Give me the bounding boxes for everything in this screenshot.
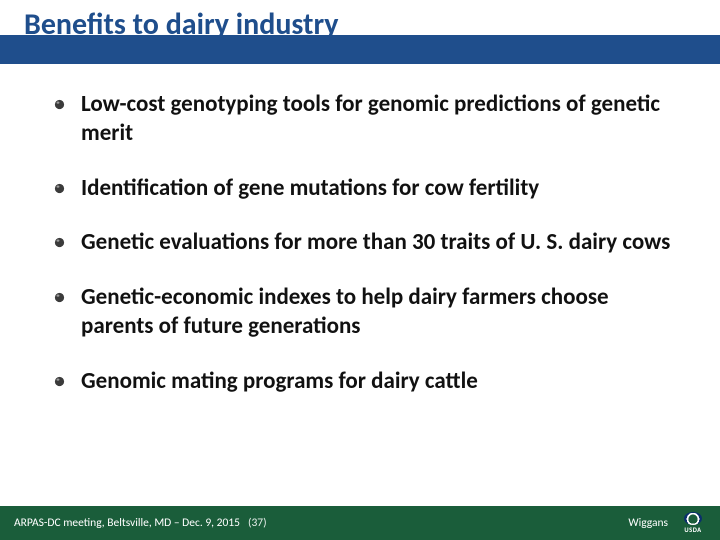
bullet-text: Genomic mating programs for dairy cattle — [81, 367, 478, 396]
footer-right: Wiggans USDA — [628, 512, 710, 534]
footer-author: Wiggans — [628, 516, 668, 530]
bullet-icon — [54, 237, 65, 248]
bullet-list: Low-cost genotyping tools for genomic pr… — [54, 90, 680, 395]
content-area: Low-cost genotyping tools for genomic pr… — [0, 64, 720, 506]
list-item: Genetic evaluations for more than 30 tra… — [54, 228, 680, 257]
bullet-text: Genetic evaluations for more than 30 tra… — [81, 228, 670, 257]
bullet-text: Genetic-economic indexes to help dairy f… — [81, 283, 680, 341]
list-item: Identification of gene mutations for cow… — [54, 174, 680, 203]
footer-page: (37) — [248, 516, 267, 530]
bullet-text: Identification of gene mutations for cow… — [81, 174, 539, 203]
title-bar: Benefits to dairy industry — [0, 0, 720, 64]
bullet-icon — [54, 292, 65, 303]
bullet-icon — [54, 183, 65, 194]
slide-title: Benefits to dairy industry — [24, 8, 338, 41]
usda-logo-text: USDA — [684, 526, 701, 534]
usda-logo-icon: USDA — [676, 512, 710, 534]
bullet-icon — [54, 376, 65, 387]
list-item: Low-cost genotyping tools for genomic pr… — [54, 90, 680, 148]
footer-venue: ARPAS-DC meeting, Beltsville, MD – Dec. … — [14, 516, 240, 530]
list-item: Genomic mating programs for dairy cattle — [54, 367, 680, 396]
footer-bar: ARPAS-DC meeting, Beltsville, MD – Dec. … — [0, 506, 720, 540]
bullet-icon — [54, 99, 65, 110]
bullet-text: Low-cost genotyping tools for genomic pr… — [81, 90, 680, 148]
footer-left: ARPAS-DC meeting, Beltsville, MD – Dec. … — [14, 516, 267, 530]
list-item: Genetic-economic indexes to help dairy f… — [54, 283, 680, 341]
slide: Benefits to dairy industry Low-cost geno… — [0, 0, 720, 540]
